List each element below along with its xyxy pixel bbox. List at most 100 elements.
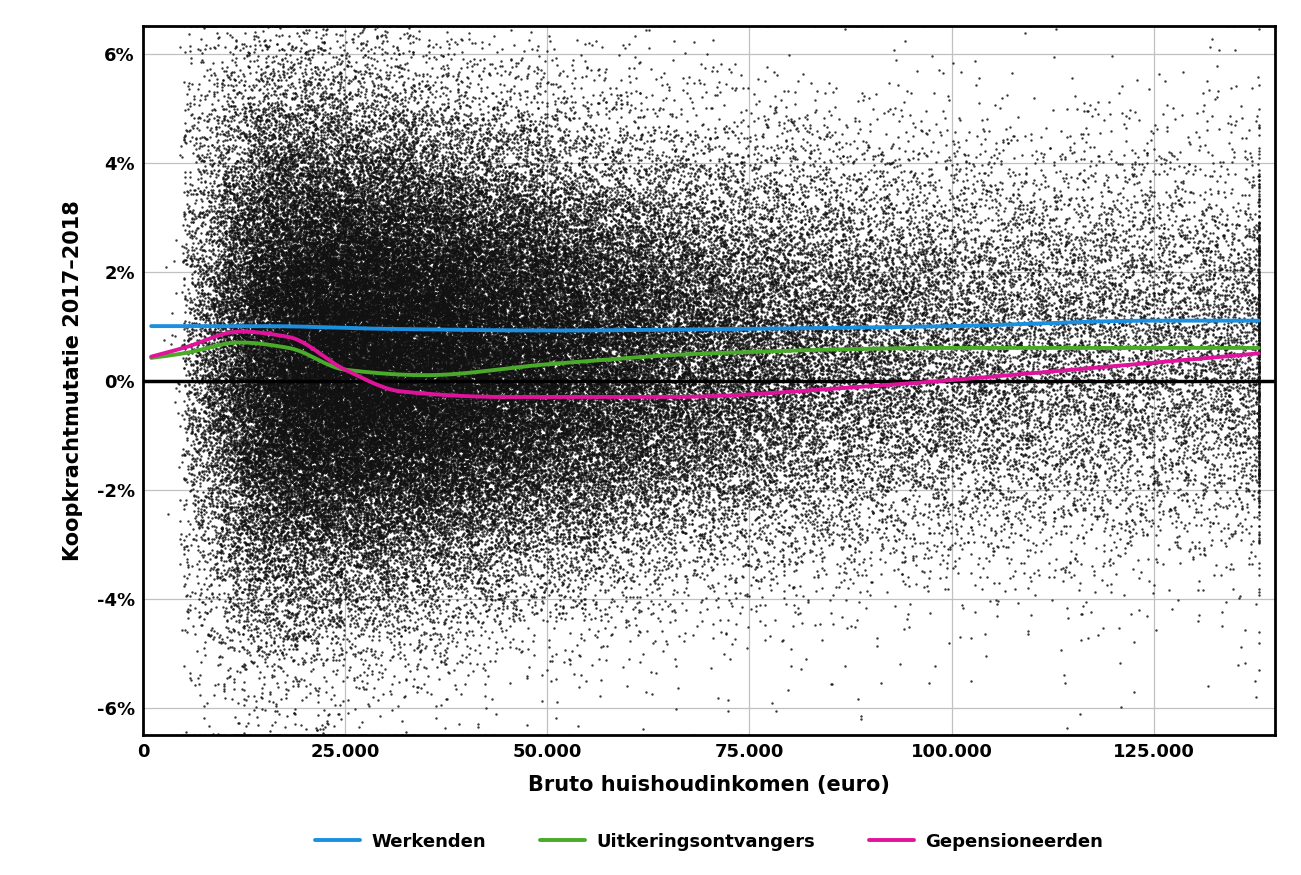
Point [900,342,921,356]
Point [488,424,509,438]
Point [302,309,323,323]
Point [511,382,532,396]
Point [265,417,286,431]
Point [621,383,641,397]
Point [356,676,377,690]
Point [943,358,964,372]
Point [488,323,509,337]
Point [628,320,649,334]
Point [359,359,380,373]
Point [396,377,416,391]
Point [652,367,673,381]
Point [531,435,552,449]
Point [342,360,363,374]
Point [544,447,565,461]
Point [847,375,868,389]
Point [379,356,399,370]
Point [299,268,320,282]
Point [704,374,725,388]
Point [894,468,915,482]
Point [216,161,237,175]
Point [397,378,418,392]
Point [390,581,411,595]
Point [319,264,340,278]
Point [487,242,507,256]
Point [459,416,480,430]
Point [396,137,416,151]
Point [556,309,576,323]
Point [1067,312,1088,326]
Point [856,568,877,582]
Point [657,234,678,248]
Point [494,268,515,282]
Point [579,158,600,172]
Point [290,231,311,245]
Point [574,358,595,372]
Point [661,300,682,314]
Point [435,315,455,329]
Point [303,304,324,318]
Point [333,223,354,237]
Point [208,155,229,169]
Point [488,95,509,109]
Point [665,262,686,276]
Point [405,427,425,441]
Point [613,562,634,576]
Point [1006,438,1026,452]
Point [831,502,852,516]
Point [211,367,232,381]
Point [362,85,382,99]
Point [353,241,373,255]
Point [277,288,298,302]
Point [350,335,371,349]
Point [869,324,890,338]
Point [591,202,611,216]
Point [368,301,389,315]
Point [396,340,416,354]
Point [731,234,752,248]
Point [359,182,380,196]
Point [333,444,354,458]
Point [468,473,489,487]
Point [493,488,514,502]
Point [286,536,307,550]
Point [533,412,554,426]
Point [251,395,272,409]
Point [575,413,596,427]
Point [379,432,399,446]
Point [275,307,295,321]
Point [446,510,467,524]
Point [623,351,644,365]
Point [840,355,861,369]
Point [488,342,509,356]
Point [811,541,831,555]
Point [308,298,329,312]
Point [552,419,572,433]
Point [385,304,406,318]
Point [325,344,346,358]
Point [435,340,455,354]
Point [1068,345,1089,359]
Point [894,556,915,570]
Point [1071,428,1092,442]
Point [856,486,877,500]
Point [466,183,487,197]
Point [648,309,669,323]
Point [571,516,592,530]
Point [405,313,425,327]
Point [980,357,1000,371]
Point [552,343,572,357]
Point [1073,472,1094,486]
Point [611,306,632,320]
Point [241,323,262,337]
Point [648,411,669,425]
Point [343,430,364,444]
Point [455,270,476,284]
Point [800,392,821,406]
Point [414,252,435,266]
Point [219,364,239,378]
Point [602,398,623,412]
Point [302,441,323,455]
Point [610,288,631,302]
Point [812,262,833,276]
